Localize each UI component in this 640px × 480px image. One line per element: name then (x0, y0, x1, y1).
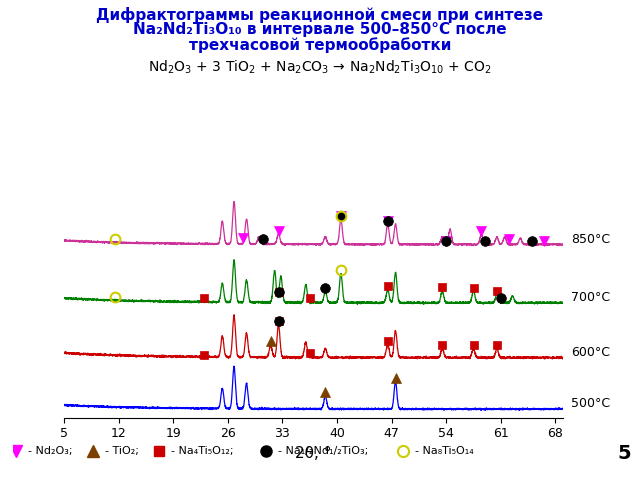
Text: 850°C: 850°C (571, 233, 610, 246)
Text: - TiO₂;: - TiO₂; (105, 446, 139, 456)
Text: 5: 5 (618, 444, 631, 463)
Text: - Na₄Ti₅O₁₂;: - Na₄Ti₅O₁₂; (170, 446, 233, 456)
Text: - Nd₂O₃;: - Nd₂O₃; (28, 446, 72, 456)
Text: 700°C: 700°C (571, 291, 610, 304)
Text: Дифрактограммы реакционной смеси при синтезе: Дифрактограммы реакционной смеси при син… (97, 7, 543, 23)
X-axis label: 2θ, °: 2θ, ° (295, 446, 332, 461)
Text: Nd$_2$O$_3$ + 3 TiO$_2$ + Na$_2$CO$_3$ → Na$_2$Nd$_2$Ti$_3$O$_{10}$ + CO$_2$: Nd$_2$O$_3$ + 3 TiO$_2$ + Na$_2$CO$_3$ →… (148, 59, 492, 76)
Text: - Na₈Ti₅O₁₄: - Na₈Ti₅O₁₄ (415, 446, 474, 456)
Text: - Na₁/₂Nd₁/₂TiO₃;: - Na₁/₂Nd₁/₂TiO₃; (278, 446, 368, 456)
Text: 500°C: 500°C (571, 397, 610, 410)
Text: 600°C: 600°C (571, 346, 610, 359)
Text: Na₂Nd₂Ti₃O₁₀ в интервале 500–850°C после: Na₂Nd₂Ti₃O₁₀ в интервале 500–850°C после (133, 22, 507, 36)
Text: трехчасовой термообработки: трехчасовой термообработки (189, 37, 451, 53)
